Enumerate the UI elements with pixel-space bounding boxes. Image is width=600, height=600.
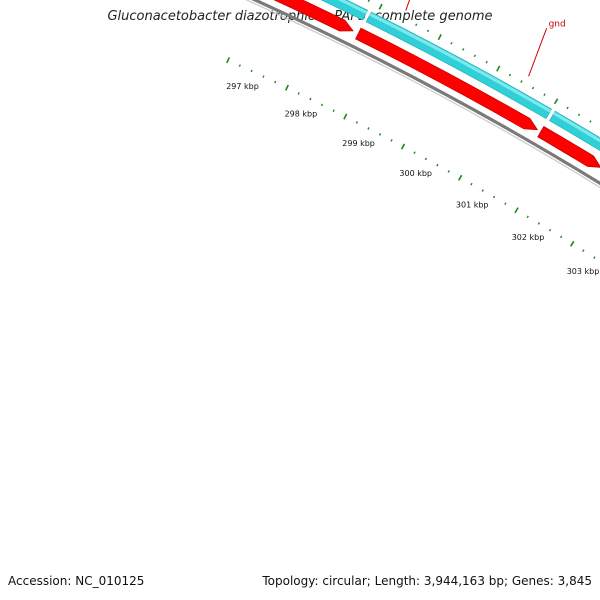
cds-highlight bbox=[337, 0, 368, 14]
outer-tick bbox=[426, 29, 430, 33]
inner-tick bbox=[284, 84, 290, 91]
kbp-label: 298 kbp bbox=[285, 110, 318, 119]
outer-tick bbox=[473, 54, 477, 58]
kbp-label: 299 kbp bbox=[342, 139, 375, 148]
inner-tick bbox=[593, 256, 596, 259]
inner-tick bbox=[297, 92, 300, 95]
inner-tick bbox=[343, 113, 348, 120]
outer-tick bbox=[403, 17, 406, 21]
kbp-label-track: 297 kbp 298 kbp 299 kbp 300 kbp 301 kbp 302 k… bbox=[226, 82, 600, 276]
inner-tick bbox=[526, 215, 529, 219]
inner-tick bbox=[262, 75, 265, 78]
inner-tick bbox=[390, 139, 393, 142]
inner-tick bbox=[458, 174, 463, 181]
outer-tick bbox=[577, 113, 581, 117]
inner-tick bbox=[355, 121, 359, 124]
cds-highlight bbox=[369, 13, 552, 113]
inner-tick bbox=[367, 127, 370, 130]
outer-tick bbox=[378, 3, 383, 10]
inner-tick bbox=[413, 151, 416, 155]
inner-tick bbox=[582, 249, 585, 252]
accession-text: Accession: NC_010125 bbox=[8, 574, 145, 588]
outer-tick bbox=[543, 93, 546, 96]
inner-tick bbox=[320, 103, 324, 107]
outer-tick bbox=[566, 106, 569, 110]
outer-tick bbox=[520, 80, 523, 83]
inner-tick bbox=[548, 228, 552, 232]
inner-tick bbox=[492, 195, 496, 199]
feature-track bbox=[273, 0, 600, 168]
inner-tick bbox=[400, 143, 406, 150]
kbp-label: 303 kbp bbox=[567, 267, 600, 276]
kbp-label: 301 kbp bbox=[456, 201, 489, 210]
inner-tick-track bbox=[226, 57, 596, 259]
kbp-label: 302 kbp bbox=[512, 233, 545, 242]
gene-label-track: talgndzwfGDI_0289GDI_0290pgl bbox=[405, 0, 566, 77]
gene-leader-line bbox=[528, 28, 548, 77]
map-title: Gluconacetobacter diazotrophicus PAl 5, … bbox=[107, 9, 493, 24]
outer-tick bbox=[553, 98, 559, 105]
inner-tick bbox=[481, 189, 484, 192]
backbone-track bbox=[245, 0, 600, 189]
inner-tick bbox=[559, 235, 563, 239]
kbp-label: 300 kbp bbox=[399, 169, 432, 178]
inner-tick bbox=[274, 80, 277, 84]
inner-tick bbox=[504, 202, 507, 205]
inner-tick bbox=[424, 157, 428, 161]
inner-tick bbox=[514, 207, 519, 214]
inner-tick bbox=[570, 240, 575, 247]
outer-tick bbox=[415, 23, 418, 27]
inner-tick bbox=[332, 109, 335, 113]
feature-arrow bbox=[537, 125, 600, 168]
feature-arrow bbox=[355, 27, 539, 131]
feature-arrow bbox=[273, 0, 354, 32]
cds-track bbox=[320, 0, 600, 151]
inner-tick bbox=[436, 163, 439, 167]
gene-leader-line bbox=[405, 0, 411, 11]
outer-tick bbox=[462, 48, 465, 51]
outer-tick bbox=[367, 0, 370, 3]
outer-tick bbox=[589, 120, 592, 123]
inner-tick bbox=[470, 182, 473, 186]
kbp-label: 297 kbp bbox=[226, 82, 259, 91]
inner-tick bbox=[250, 69, 253, 73]
backbone-shadow bbox=[245, 0, 600, 189]
gene-label-gnd: gnd bbox=[549, 19, 566, 29]
outer-tick-track bbox=[367, 0, 592, 123]
cds-highlight bbox=[553, 111, 600, 143]
inner-tick bbox=[378, 133, 382, 136]
outer-tick bbox=[437, 34, 442, 41]
inner-tick bbox=[226, 57, 231, 64]
backbone-line bbox=[251, 0, 600, 186]
outer-tick bbox=[508, 73, 512, 77]
cds-segment bbox=[365, 11, 553, 120]
inner-tick bbox=[447, 170, 450, 173]
outer-tick bbox=[450, 41, 453, 45]
cds-segment bbox=[549, 110, 600, 151]
outer-tick bbox=[485, 60, 488, 64]
cds-segment bbox=[320, 0, 369, 21]
inner-tick bbox=[537, 222, 541, 225]
genome-summary-text: Topology: circular; Length: 3,944,163 bp… bbox=[262, 574, 592, 588]
inner-tick bbox=[238, 64, 241, 67]
inner-tick bbox=[309, 97, 312, 101]
outer-tick bbox=[531, 86, 535, 90]
outer-tick bbox=[391, 11, 394, 14]
outer-tick bbox=[496, 65, 501, 72]
